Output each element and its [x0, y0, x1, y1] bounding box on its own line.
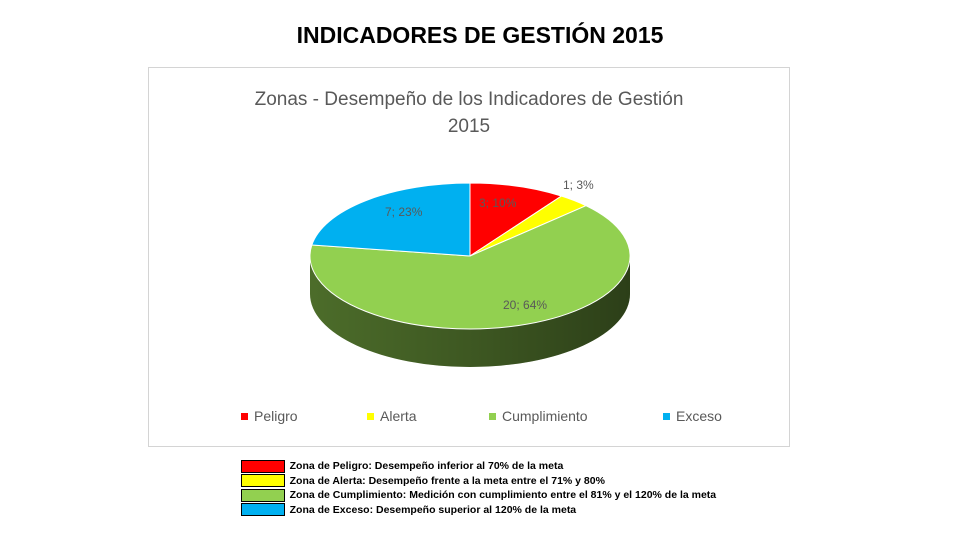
pie-slice-exceso: [311, 182, 471, 257]
data-label-exceso: 7; 23%: [385, 205, 423, 219]
zone-row-cumplimiento: Zona de Cumplimiento: Medición con cumpl…: [241, 488, 761, 503]
pie-slice-cumplimiento: [309, 205, 631, 330]
pie-slice-peligro: [469, 182, 563, 257]
legend-label-cumplimiento: Cumplimiento: [502, 408, 588, 424]
pie-slice-side-shade-cumplimiento: [310, 256, 630, 367]
chart-title-line-2: 2015: [447, 116, 491, 137]
legend-item-peligro: Peligro: [241, 408, 298, 424]
legend-label-alerta: Alerta: [380, 408, 417, 424]
zone-row-peligro: Zona de Peligro: Desempeño inferior al 7…: [241, 459, 761, 474]
data-label-peligro: 3; 10%: [479, 196, 517, 210]
zone-swatch-cumplimiento: [241, 488, 285, 502]
data-label-cumplimiento: 20; 64%: [503, 298, 547, 312]
zone-row-exceso: Zona de Exceso: Desempeño superior al 12…: [241, 503, 761, 518]
legend-swatch-cumplimiento: [489, 412, 496, 420]
slide-title: INDICADORES DE GESTIÓN 2015: [296, 22, 664, 48]
zone-swatch-peligro: [241, 459, 285, 473]
zone-text-peligro: Zona de Peligro: Desempeño inferior al 7…: [289, 460, 564, 473]
chart-legend: Peligro Alerta Cumplimiento Exceso: [149, 408, 789, 428]
data-label-alerta: 1; 3%: [563, 178, 594, 192]
zone-swatch-alerta: [241, 474, 285, 488]
zone-swatch-exceso: [241, 503, 285, 517]
zone-text-cumplimiento: Zona de Cumplimiento: Medición con cumpl…: [289, 489, 717, 502]
legend-swatch-alerta: [367, 412, 374, 420]
zone-row-alerta: Zona de Alerta: Desempeño frente a la me…: [241, 474, 761, 489]
legend-swatch-peligro: [241, 412, 248, 420]
legend-item-alerta: Alerta: [367, 408, 417, 424]
legend-swatch-exceso: [663, 412, 670, 420]
chart-title: Zonas - Desempeño de los Indicadores de …: [149, 86, 789, 140]
legend-item-exceso: Exceso: [663, 408, 722, 424]
legend-item-cumplimiento: Cumplimiento: [489, 408, 588, 424]
pie-chart: Zonas - Desempeño de los Indicadores de …: [148, 67, 790, 447]
legend-label-peligro: Peligro: [254, 408, 298, 424]
zone-definitions-table: Zona de Peligro: Desempeño inferior al 7…: [241, 459, 761, 517]
legend-label-exceso: Exceso: [676, 408, 722, 424]
zone-text-exceso: Zona de Exceso: Desempeño superior al 12…: [289, 503, 577, 516]
pie-plot-area: 3; 10% 1; 3% 20; 64% 7; 23%: [309, 178, 631, 367]
chart-title-line-1: Zonas - Desempeño de los Indicadores de …: [254, 89, 684, 110]
zone-text-alerta: Zona de Alerta: Desempeño frente a la me…: [289, 474, 605, 487]
